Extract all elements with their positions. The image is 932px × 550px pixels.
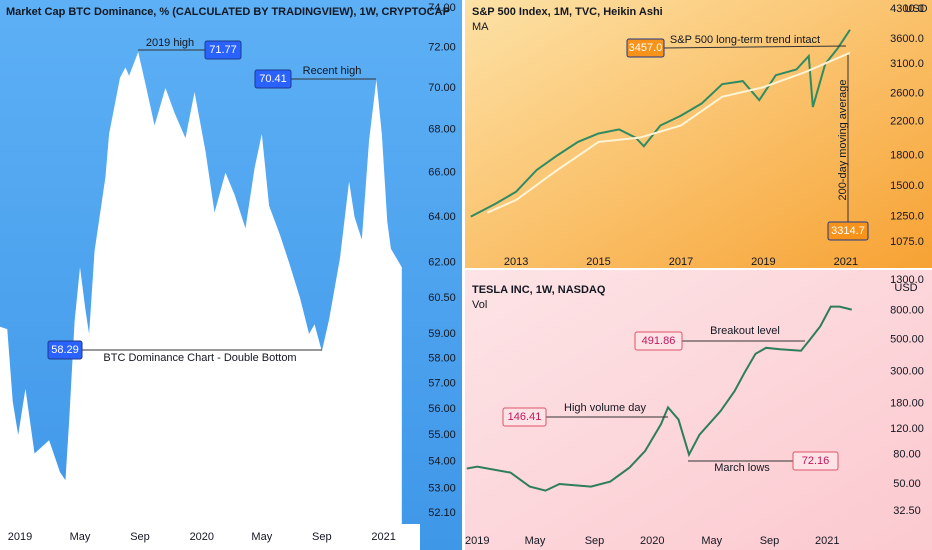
y-tick-label: 4300.0: [890, 3, 924, 15]
annotation-text: March lows: [714, 462, 770, 474]
chart-title: TESLA INC, 1W, NASDAQ: [472, 284, 606, 296]
annotation-value: 72.16: [802, 455, 830, 467]
y-tick-label: 59.00: [428, 328, 456, 340]
y-tick-label: 300.00: [890, 366, 924, 378]
annotation-value: 3457.0: [629, 42, 663, 54]
y-tick-label: 3600.0: [890, 33, 924, 45]
y-tick-label: 74.00: [428, 2, 456, 14]
y-tick-label: 62.00: [428, 257, 456, 269]
annotation-value: 71.77: [209, 44, 237, 56]
x-tick-label: May: [525, 535, 546, 547]
y-tick-label: 2600.0: [890, 87, 924, 99]
x-tick-label: 2021: [371, 531, 395, 543]
x-tick-label: Sep: [312, 531, 332, 543]
y-tick-label: 52.10: [428, 507, 456, 519]
y-tick-label: 2200.0: [890, 116, 924, 128]
annotation-value: 3314.7: [831, 225, 865, 237]
annotation-value: 58.29: [51, 344, 79, 356]
x-tick-label: 2019: [8, 531, 32, 543]
x-tick-label: 2021: [815, 535, 839, 547]
x-tick-label: May: [70, 531, 91, 543]
area: [0, 52, 402, 524]
price-line: [466, 305, 852, 492]
y-tick-label: 180.00: [890, 398, 924, 410]
x-tick-label: May: [251, 531, 272, 543]
annotation-text: 200-day moving average: [837, 79, 849, 200]
y-tick-label: 57.00: [428, 378, 456, 390]
y-tick-label: 1300.0: [890, 274, 924, 286]
x-tick-label: May: [701, 535, 722, 547]
chart-title: Market Cap BTC Dominance, % (CALCULATED …: [6, 6, 450, 18]
annotation-text: S&P 500 long-term trend intact: [670, 34, 820, 46]
y-tick-label: 70.00: [428, 82, 456, 94]
annotation-box: [626, 38, 665, 58]
y-tick-label: 120.00: [890, 423, 924, 435]
x-tick-label: Sep: [760, 535, 780, 547]
x-tick-label: 2017: [669, 256, 693, 268]
chart-title: S&P 500 Index, 1M, TVC, Heikin Ashi: [472, 6, 663, 18]
annotation-box: [827, 221, 869, 241]
annotation-box: [47, 340, 83, 360]
indicator-label: Vol: [472, 299, 487, 311]
y-tick-label: 32.50: [893, 505, 921, 517]
x-tick-label: Sep: [130, 531, 150, 543]
x-tick-label: 2020: [640, 535, 664, 547]
time-axis-bg: [0, 524, 420, 550]
y-tick-label: 56.00: [428, 403, 456, 415]
x-tick-label: 2019: [465, 535, 489, 547]
annotation-box: [204, 40, 242, 60]
annotation-box: [634, 331, 683, 351]
x-tick-label: 2020: [190, 531, 214, 543]
y-tick-label: 500.00: [890, 334, 924, 346]
y-tick-label: 72.00: [428, 41, 456, 53]
annotation-box: [792, 451, 839, 471]
y-tick-label: 1500.0: [890, 180, 924, 192]
y-tick-label: 800.00: [890, 304, 924, 316]
annotation-value: 491.86: [642, 335, 676, 347]
indicator-label: MA: [472, 21, 489, 33]
x-tick-label: 2019: [751, 256, 775, 268]
price-line: [470, 29, 851, 218]
y-tick-label: 1800.0: [890, 149, 924, 161]
x-tick-label: 2015: [586, 256, 610, 268]
annotation-text: 2019 high: [146, 37, 194, 49]
x-tick-label: 2013: [504, 256, 528, 268]
annotation-text: Recent high: [303, 65, 362, 77]
annotation-text: Breakout level: [710, 325, 780, 337]
annotation-box: [502, 407, 547, 427]
y-tick-label: 58.00: [428, 353, 456, 365]
y-tick-label: 1250.0: [890, 211, 924, 223]
annotation-box: [254, 69, 292, 89]
y-tick-label: 66.00: [428, 167, 456, 179]
y-tick-label: 1075.0: [890, 236, 924, 248]
x-tick-label: Sep: [585, 535, 605, 547]
y-tick-label: 80.00: [893, 448, 921, 460]
price-line: [486, 51, 851, 214]
y-tick-label: 50.00: [893, 478, 921, 490]
y-tick-label: 60.50: [428, 292, 456, 304]
currency: USD: [894, 282, 917, 294]
annotation-line: [663, 45, 847, 49]
annotation-value: 70.41: [259, 73, 287, 85]
currency: USD: [904, 3, 927, 15]
y-tick-label: 68.00: [428, 124, 456, 136]
y-tick-label: 54.00: [428, 455, 456, 467]
y-tick-label: 55.00: [428, 429, 456, 441]
y-tick-label: 53.00: [428, 482, 456, 494]
x-tick-label: 2021: [834, 256, 858, 268]
y-tick-label: 64.00: [428, 211, 456, 223]
annotation-text: BTC Dominance Chart - Double Bottom: [103, 352, 296, 364]
annotation-value: 146.41: [508, 411, 542, 423]
annotation-text: High volume day: [564, 402, 646, 414]
y-tick-label: 3100.0: [890, 58, 924, 70]
